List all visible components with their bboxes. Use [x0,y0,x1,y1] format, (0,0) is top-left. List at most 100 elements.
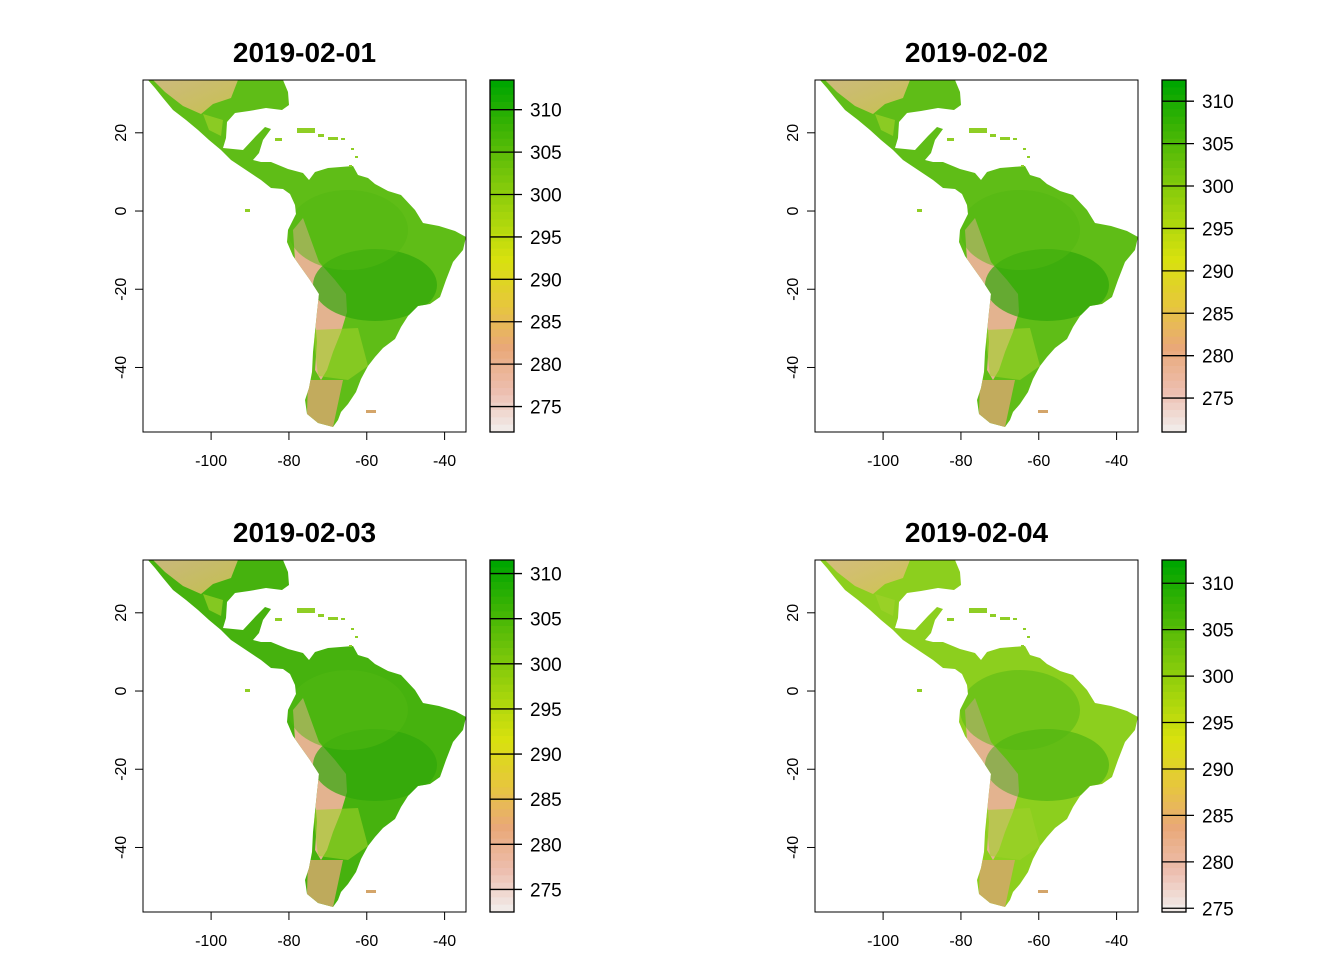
legend-color-step [490,116,514,125]
yucatan-region [203,594,223,616]
legend-color-step [1162,410,1186,418]
legend-color-step [490,358,514,367]
legend-color-step [1162,146,1186,154]
legend-color-step [1162,190,1186,198]
map-panel: 2019-02-04 -100 -80 -60 -40 20 0 -20 -40 310 305 30… [785,517,1234,950]
x-tick-label: -80 [949,933,972,950]
y-tick-label: -40 [113,356,130,379]
legend-tick-label: 300 [1202,667,1234,688]
island [990,134,996,137]
legend-color-step [490,706,514,715]
legend-color-step [1162,160,1186,169]
legend-color-step [1162,153,1186,162]
legend-tick-label: 285 [1202,806,1234,827]
legend-color-step [490,388,514,396]
legend-color-step [1162,248,1186,257]
legend-color-step [490,787,514,796]
x-tick-label: -100 [867,933,899,950]
legend-color-step [490,765,514,774]
legend-color-step [1162,662,1186,671]
island [1023,628,1026,630]
legend-color-step [490,684,514,693]
legend-color-step [490,102,514,110]
patagonia [979,380,1015,427]
color-legend: 310 305 300 295 290 285 280 275 [1161,559,1234,920]
map-panel: 2019-02-03 -100 -80 -60 -40 20 0 -20 -40 310 305 30… [113,517,562,950]
x-tick-label: -100 [867,453,899,470]
legend-color-step [1162,329,1186,338]
legend-color-step [1162,124,1186,132]
falkland-islands [1038,890,1048,893]
legend-color-step [1162,853,1186,862]
color-legend: 310 305 300 295 290 285 280 275 [489,79,562,433]
color-legend: 310 305 300 295 290 285 280 275 [1161,79,1234,433]
legend-color-step [490,351,514,360]
legend-frame [489,559,515,913]
island [1027,156,1030,158]
legend-tick-label: 290 [530,270,562,291]
legend-color-step [1162,417,1186,426]
legend-color-step [1162,94,1186,103]
legend-color-step [490,596,514,605]
legend-color-step [490,256,514,264]
island [947,618,954,621]
legend-color-step [1162,897,1186,906]
legend-color-step [490,322,514,330]
legend-color-step [490,204,514,213]
legend-color-step [1162,567,1186,576]
legend-color-step [490,838,514,847]
legend-color-step [1162,772,1186,781]
legend-color-step [1162,366,1186,374]
island [349,165,352,167]
legend-color-step [490,875,514,884]
legend-color-step [490,94,514,103]
legend-color-step [490,307,514,316]
mexico-highlands [153,560,238,594]
x-tick-label: -100 [195,933,227,950]
legend-color-step [1162,168,1186,176]
falkland-islands [366,890,376,893]
legend-color-step [490,743,514,752]
patagonia [979,860,1015,907]
legend-color-step [1162,699,1186,708]
legend-color-step [1162,721,1186,730]
legend-color-step [490,890,514,898]
legend-color-step [490,618,514,627]
y-tick-label: -20 [785,278,802,301]
legend-color-step [1162,424,1186,433]
island [1021,645,1024,647]
legend-color-step [1162,307,1186,316]
y-tick-label: -20 [113,758,130,781]
legend-color-step [1162,344,1186,352]
legend-color-step [1162,758,1186,766]
island [349,645,352,647]
legend-color-step [1162,402,1186,411]
legend-color-step [490,219,514,228]
legend-color-step [1162,794,1186,803]
legend-color-step [1162,802,1186,810]
legend-color-step [490,648,514,656]
legend-color-step [1162,780,1186,788]
island [1013,618,1017,620]
patagonia [307,860,343,907]
pampas [313,808,368,860]
legend-color-step [490,329,514,338]
island [990,614,996,617]
legend-color-step [490,853,514,862]
legend-color-step [490,831,514,840]
legend-color-step [490,168,514,176]
legend-color-step [1162,589,1186,598]
x-tick-label: -40 [1105,933,1128,950]
yucatan-region [875,114,895,136]
legend-color-step [490,809,514,818]
legend-color-step [490,226,514,235]
legend-color-step [1162,809,1186,818]
legend-color-step [1162,816,1186,825]
island [969,128,987,133]
legend-color-step [490,109,514,118]
legend-color-step [490,904,514,913]
y-tick-label: 0 [785,206,802,215]
panel-title: 2019-02-01 [233,37,376,68]
y-tick-label: -40 [785,356,802,379]
